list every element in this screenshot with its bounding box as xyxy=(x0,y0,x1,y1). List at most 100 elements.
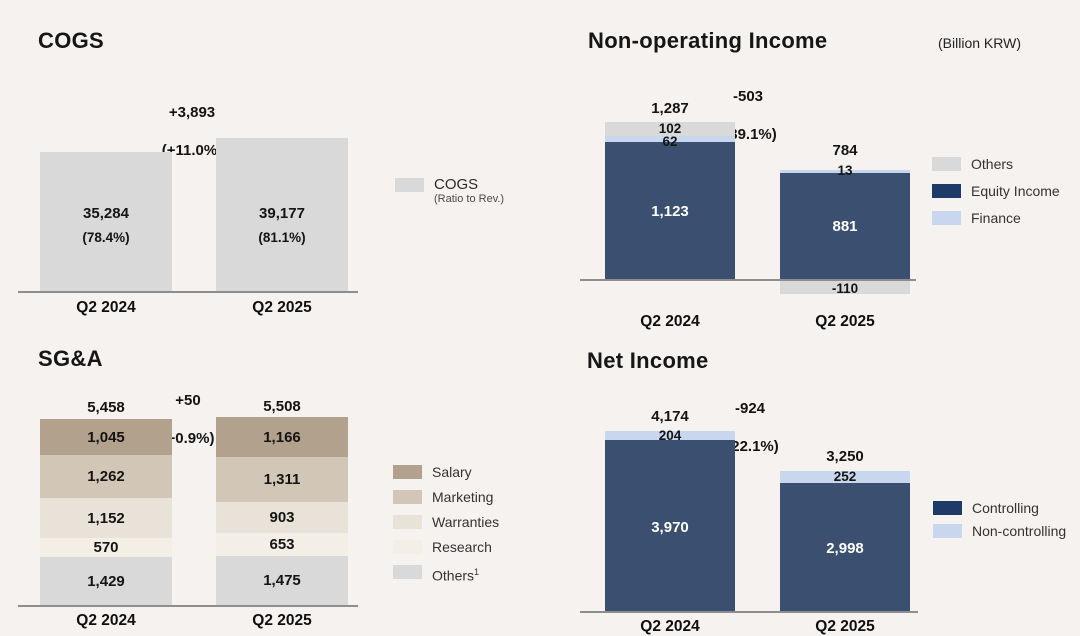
sga-q2-2024-salary-label: 1,045 xyxy=(87,429,125,446)
sga-q2-2024-marketing-segment xyxy=(40,455,172,498)
net-income-chart-title: Net Income xyxy=(587,348,709,373)
cogs-baseline-axis xyxy=(18,291,358,293)
net-xlabel-q2-2024: Q2 2024 xyxy=(640,618,700,635)
net-income-delta-annotation: -924 (-22.1%) xyxy=(690,380,810,475)
nonop-q2-2024-total-label: 1,287 xyxy=(651,100,689,117)
nonop-q2-2024-finance-segment xyxy=(605,136,735,142)
sga-legend-label-research: Research xyxy=(432,539,492,555)
net-income-delta-value: -924 xyxy=(734,400,766,417)
sga-delta-annotation: +50 (+0.9%) xyxy=(138,372,238,467)
net-legend-label-controlling: Controlling xyxy=(972,500,1039,516)
nonop-q2-2024-finance-label: 62 xyxy=(662,134,678,149)
nonop-legend-label-equity-income: Equity Income xyxy=(971,183,1060,199)
net-legend-item-noncontrolling: Non-controlling xyxy=(933,523,1066,539)
nonop-q2-2025-finance-segment xyxy=(780,170,910,173)
nonop-q2-2025-others-label: -110 xyxy=(831,281,859,296)
nonop-legend-item-finance: Finance xyxy=(932,210,1021,226)
net-q2-2024-controlling-label: 3,970 xyxy=(651,519,689,536)
cogs-legend-label: COGS xyxy=(434,176,479,193)
sga-legend-item-research: Research xyxy=(393,539,492,555)
nonop-legend-item-others: Others xyxy=(932,156,1013,172)
net-xlabel-q2-2025: Q2 2025 xyxy=(815,618,875,635)
cogs-legend-item: COGS (Ratio to Rev.) xyxy=(395,177,545,206)
sga-q2-2024-warranties-segment xyxy=(40,498,172,538)
nonop-chart-title: Non-operating Income xyxy=(588,28,828,53)
nonop-q2-2025-total-label: 784 xyxy=(832,142,858,159)
net-income-baseline-axis xyxy=(580,611,918,613)
cogs-q2-2024-value-label: 35,284 xyxy=(83,205,129,222)
sga-delta-percent: (+0.9%) xyxy=(161,430,215,447)
sga-legend-item-others: Others1 xyxy=(393,564,479,584)
net-q2-2025-controlling-segment xyxy=(780,483,910,611)
nonop-q2-2024-others-label: 102 xyxy=(658,121,682,136)
net-q2-2024-noncontrolling-segment xyxy=(605,431,735,440)
sga-legend-swatch-warranties xyxy=(393,515,422,529)
net-q2-2025-noncontrolling-label: 252 xyxy=(833,469,857,484)
nonop-q2-2024-others-segment xyxy=(605,122,735,136)
sga-q2-2024-marketing-label: 1,262 xyxy=(87,468,125,485)
net-q2-2024-controlling-segment xyxy=(605,440,735,611)
net-legend-item-controlling: Controlling xyxy=(933,500,1039,516)
cogs-bar-q2-2024 xyxy=(40,152,172,291)
nonop-delta-value: -503 xyxy=(732,88,764,105)
cogs-delta-percent: (+11.0%) xyxy=(161,142,223,159)
nonop-legend-swatch-equity-income xyxy=(932,184,961,198)
sga-chart-title: SG&A xyxy=(38,346,103,371)
sga-legend-label-warranties: Warranties xyxy=(432,514,500,530)
net-q2-2024-noncontrolling-label: 204 xyxy=(658,428,682,443)
sga-legend-swatch-salary xyxy=(393,465,422,479)
sga-q2-2024-others-segment xyxy=(40,557,172,605)
sga-q2-2025-total-label: 5,508 xyxy=(263,398,301,415)
cogs-legend-sublabel: (Ratio to Rev.) xyxy=(434,193,505,205)
sga-q2-2025-salary-label: 1,166 xyxy=(263,429,301,446)
nonop-baseline-axis xyxy=(580,279,916,281)
sga-delta-value: +50 xyxy=(175,392,201,409)
net-q2-2025-total-label: 3,250 xyxy=(826,448,864,465)
sga-q2-2024-others-label: 1,429 xyxy=(87,573,125,590)
nonop-legend-swatch-others xyxy=(932,157,961,171)
net-q2-2024-total-label: 4,174 xyxy=(651,408,689,425)
nonop-q2-2025-finance-label: 13 xyxy=(837,163,853,178)
nonop-legend-label-finance: Finance xyxy=(971,210,1021,226)
sga-legend-swatch-others xyxy=(393,565,422,579)
sga-q2-2024-total-label: 5,458 xyxy=(87,399,125,416)
sga-q2-2025-research-label: 653 xyxy=(269,536,295,553)
nonop-legend-label-others: Others xyxy=(971,156,1014,172)
unit-label: (Billion KRW) xyxy=(938,35,1021,51)
sga-legend-swatch-research xyxy=(393,540,422,554)
sga-baseline-axis xyxy=(18,605,358,607)
sga-legend-label-others: Others1 xyxy=(432,564,479,584)
sga-xlabel-q2-2025: Q2 2025 xyxy=(252,612,312,629)
net-q2-2025-controlling-label: 2,998 xyxy=(826,540,864,557)
net-legend-label-noncontrolling: Non-controlling xyxy=(972,523,1067,539)
sga-legend-label-marketing: Marketing xyxy=(432,489,494,505)
sga-legend-others-footnote: 1 xyxy=(474,567,480,577)
nonop-q2-2025-others-negative-segment xyxy=(780,281,910,294)
cogs-xlabel-q2-2024: Q2 2024 xyxy=(76,299,136,316)
sga-legend-others-text: Others xyxy=(432,567,475,584)
sga-q2-2024-research-segment xyxy=(40,538,172,557)
sga-xlabel-q2-2024: Q2 2024 xyxy=(76,612,136,629)
net-legend-swatch-controlling xyxy=(933,501,962,515)
sga-legend-label-salary: Salary xyxy=(432,464,472,480)
sga-q2-2025-marketing-segment xyxy=(216,457,348,502)
net-legend-swatch-noncontrolling xyxy=(933,524,962,538)
cogs-q2-2024-ratio-label: (78.4%) xyxy=(82,230,130,245)
sga-q2-2025-others-label: 1,475 xyxy=(263,572,301,589)
sga-q2-2025-others-segment xyxy=(216,556,348,605)
sga-legend-item-warranties: Warranties xyxy=(393,514,499,530)
nonop-q2-2025-equity-segment xyxy=(780,173,910,280)
sga-legend-item-marketing: Marketing xyxy=(393,489,493,505)
cogs-q2-2025-ratio-label: (81.1%) xyxy=(258,230,306,245)
sga-q2-2025-salary-segment xyxy=(216,417,348,457)
cogs-chart-title: COGS xyxy=(38,28,104,53)
nonop-q2-2024-equity-label: 1,123 xyxy=(651,203,689,220)
cogs-xlabel-q2-2025: Q2 2025 xyxy=(252,299,312,316)
sga-q2-2024-salary-segment xyxy=(40,419,172,455)
sga-q2-2024-research-label: 570 xyxy=(93,539,119,556)
cogs-bar-q2-2025 xyxy=(216,138,348,291)
cogs-legend-text: COGS (Ratio to Rev.) xyxy=(434,177,504,206)
nonop-q2-2025-equity-label: 881 xyxy=(832,218,858,235)
sga-legend-swatch-marketing xyxy=(393,490,422,504)
